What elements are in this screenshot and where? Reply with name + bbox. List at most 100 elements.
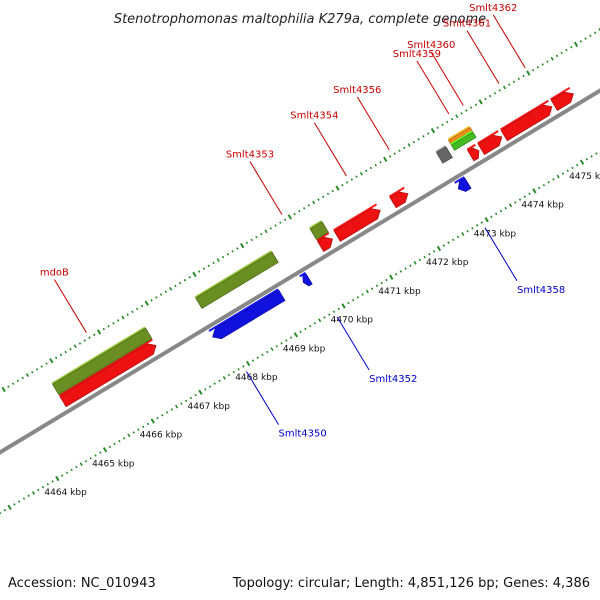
reverse-tick <box>7 504 12 510</box>
forward-tick <box>231 250 234 253</box>
feature-Smlt4352-rim <box>299 272 306 278</box>
forward-tick <box>236 247 239 250</box>
scale-label: 4475 kbp <box>569 172 600 182</box>
forward-tick <box>398 149 401 153</box>
feature-Smlt4354-rim <box>333 203 378 232</box>
feature-Smlt4356[interactable] <box>389 191 409 209</box>
forward-tick <box>83 339 86 342</box>
reverse-tick <box>293 332 298 338</box>
reverse-tick <box>537 186 541 190</box>
feature-Smlt4362[interactable] <box>550 91 574 112</box>
forward-tick <box>144 300 149 306</box>
reverse-tick <box>452 238 455 242</box>
forward-tick <box>460 112 463 115</box>
forward-tick <box>426 132 430 135</box>
forward-tick <box>245 241 249 245</box>
feature-Smlt4358[interactable] <box>457 177 472 192</box>
reverse-tick <box>389 274 394 280</box>
accession-text: Accession: NC_010943 <box>8 576 156 591</box>
feature-Smlt4361[interactable] <box>500 104 553 142</box>
reverse-tick <box>432 250 436 253</box>
forward-tick <box>174 284 177 288</box>
gene-label-Smlt4359[interactable]: Smlt4359 <box>393 49 441 60</box>
scale-label: 4473 kbp <box>474 229 517 239</box>
feature-Smlt4353-gene[interactable] <box>309 221 329 240</box>
gene-label-Smlt4356[interactable]: Smlt4356 <box>333 85 381 96</box>
reverse-tick <box>189 396 193 400</box>
feature-Smlt4360-misc[interactable] <box>450 131 477 151</box>
forward-tick <box>11 382 15 385</box>
reverse-tick <box>380 281 383 285</box>
feature-Smlt4350-gene[interactable] <box>195 251 279 309</box>
gene-label-Smlt4360[interactable]: Smlt4360 <box>407 40 455 51</box>
gene-leader-line <box>313 122 347 177</box>
scale-label: 4470 kbp <box>331 316 374 326</box>
reverse-tick <box>461 232 465 236</box>
forward-tick <box>403 146 406 150</box>
forward-tick <box>207 264 210 268</box>
reverse-tick <box>313 321 317 325</box>
feature-Smlt4360[interactable] <box>477 134 503 156</box>
forward-tick <box>240 243 245 249</box>
reverse-tick <box>484 217 489 223</box>
gene-label-Smlt4358[interactable]: Smlt4358 <box>517 285 565 296</box>
forward-tick <box>541 63 544 66</box>
reverse-tick <box>579 159 585 165</box>
forward-tick <box>322 195 325 199</box>
forward-tick <box>407 143 411 147</box>
forward-tick <box>136 307 139 311</box>
reverse-tick <box>566 169 569 173</box>
feature-mdoB[interactable] <box>59 343 157 408</box>
gene-label-Smlt4352[interactable]: Smlt4352 <box>369 374 417 385</box>
gene-label-Smlt4361[interactable]: Smlt4361 <box>443 19 491 30</box>
gene-leader-line <box>492 14 526 69</box>
gene-label-Smlt4354[interactable]: Smlt4354 <box>290 111 338 122</box>
reverse-tick <box>122 436 126 440</box>
reverse-tick <box>418 258 422 262</box>
reverse-tick <box>270 347 274 352</box>
forward-tick <box>116 319 120 322</box>
forward-tick <box>512 80 516 83</box>
reverse-tick <box>318 318 322 323</box>
forward-tick <box>526 70 531 76</box>
reverse-tick <box>475 224 479 227</box>
gene-label-mdoB[interactable]: mdoB <box>40 267 69 278</box>
reverse-tick <box>256 356 259 360</box>
forward-tick <box>260 232 263 236</box>
forward-tick <box>155 296 158 299</box>
forward-tick <box>388 155 392 158</box>
map-layer: 4464 kbp 4465 kbp 4466 kbp 4467 kbp 4468 kbp… <box>0 3 600 515</box>
forward-tick <box>560 51 563 55</box>
reverse-tick <box>471 227 474 230</box>
feature-Smlt4353[interactable] <box>316 236 333 252</box>
reverse-tick <box>308 324 312 328</box>
feature-Smlt4359[interactable] <box>467 147 480 162</box>
feature-Smlt4352[interactable] <box>302 273 313 287</box>
feature-Smlt4350-rim <box>208 288 279 332</box>
reverse-tick <box>102 447 108 453</box>
reverse-tick <box>27 494 30 498</box>
reverse-tick <box>304 327 307 331</box>
gene-label-Smlt4362[interactable]: Smlt4362 <box>469 3 517 14</box>
scale-label: 4468 kbp <box>235 373 278 383</box>
gene-label-Smlt4353[interactable]: Smlt4353 <box>226 150 274 161</box>
reverse-tick <box>556 174 560 179</box>
gene-leader-line <box>466 30 500 85</box>
reverse-tick <box>576 163 579 167</box>
feature-Smlt4350[interactable] <box>212 289 286 340</box>
gene-leader-line <box>336 316 370 371</box>
feature-Smlt4354[interactable] <box>333 208 381 242</box>
forward-tick <box>212 261 215 265</box>
forward-tick <box>417 137 420 141</box>
forward-tick <box>570 45 573 49</box>
reverse-tick <box>571 166 574 170</box>
reverse-tick <box>156 416 159 420</box>
forward-tick <box>250 238 253 242</box>
feature-Smlt4358-gene[interactable] <box>436 146 453 164</box>
gene-label-Smlt4350[interactable]: Smlt4350 <box>278 429 326 440</box>
reverse-tick <box>542 183 546 187</box>
feature-mdoB-gene[interactable] <box>52 327 153 396</box>
feature-Smlt4353-gene-rim <box>309 220 323 230</box>
feature-Smlt4360-rim <box>477 130 499 145</box>
reverse-tick <box>175 404 179 409</box>
